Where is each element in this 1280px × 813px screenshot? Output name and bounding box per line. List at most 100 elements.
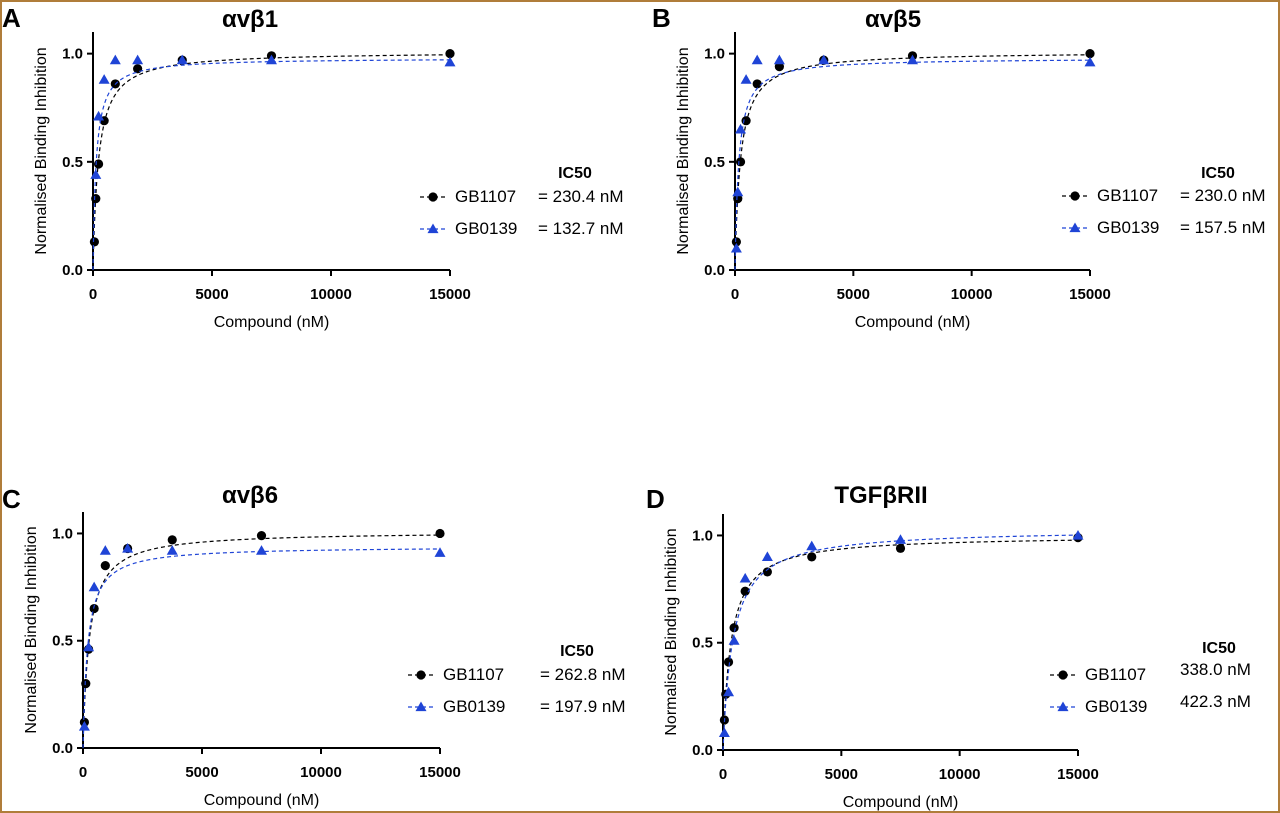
panel-a-series-gb1107-point [445,49,455,59]
panel-a-series-gb1107-point [133,64,143,74]
panel-d-series-gb0139-point [761,551,773,562]
panel-d-series-gb0139-point [1072,529,1084,540]
panel-a-series-gb0139-point [176,54,188,65]
panel-a-legend-marker-gb0139 [427,223,439,234]
panel-c-series-gb0139-point [122,542,134,553]
panel-c-series-gb0139-fit-curve [82,548,441,748]
panel-a-series-gb0139-point [90,169,102,179]
panel-c-y-tick-label: 0.0 [52,740,73,757]
panel-c-series-gb0139-point [78,721,90,731]
panel-c-series-gb0139-point [256,545,267,555]
panel-c-x-tick-label: 5000 [185,764,218,781]
panel-d-series-gb0139-point [806,540,818,551]
panel-b-x-tick-label: 15000 [1069,286,1111,303]
panel-b-series-gb1107-point [731,237,741,247]
panel-c-legend-ic50-gb1107: = 262.8 nM [540,665,626,684]
panel-b-legend-marker-gb0139 [1069,222,1081,233]
panel-a-series-gb0139-point [93,110,105,121]
panel-b-series-gb1107-fit-curve [734,54,1091,270]
panel-d-legend-ic50-gb0139: 422.3 nM [1180,692,1251,711]
panel-b-y-axis-label: Normalised Binding Inhibition [675,47,692,254]
panel-b-y-tick-label: 0.5 [704,154,725,171]
panel-d-y-tick-label: 1.0 [692,527,713,544]
panel-c-series-gb1107-point [435,528,445,539]
panel-c-series-gb1107-point [100,561,110,571]
panel-b-legend-ic50-gb0139: = 157.5 nM [1180,218,1266,237]
panel-b-legend-header: IC50 [1201,165,1235,182]
panel-d-letter: D [646,484,665,514]
panel-a-legend-label-gb0139: GB0139 [455,219,517,238]
panel-b-series-gb1107-point [733,194,743,204]
panel-d-title: TGFβRII [834,482,927,509]
panel-b-legend-marker-gb1107 [1070,191,1080,201]
panel-c-series-gb1107-point [256,531,267,541]
panel-b-series-gb1107-point [752,79,762,89]
panel-d-x-axis-label: Compound (nM) [843,794,959,811]
panel-a-y-tick-label: 1.0 [62,46,83,63]
panel-d-x-tick-label: 15000 [1057,766,1099,783]
panel-c-series-gb0139-point [88,581,100,592]
panel-c-series-gb1107-fit-curve [82,534,441,748]
panel-b-series-gb0139-point [1084,56,1096,67]
panel-b-x-axis-label: Compound (nM) [855,314,971,331]
panel-b-series-gb0139-point [732,186,744,197]
panel-d-x-tick-label: 10000 [939,766,981,783]
panel-a-y-tick-label: 0.0 [62,262,83,279]
panel-a-y-axis-label: Normalised Binding Inhibition [33,47,50,254]
panel-d-x-tick-label: 5000 [825,766,858,783]
panel-a-x-tick-label: 10000 [310,286,352,303]
panel-d-x-tick-label: 0 [719,766,727,783]
panel-a-x-tick-label: 15000 [429,286,471,303]
panel-a-x-axis-label: Compound (nM) [214,314,330,331]
panel-a-series-gb0139-point [98,74,110,84]
panel-b-series-gb0139-point [735,123,747,134]
panel-c-series-gb0139-point [83,641,95,652]
panel-a-series-gb1107-fit-curve [92,54,451,270]
panel-a-legend-ic50-gb1107: = 230.4 nM [538,187,624,206]
panel-c-x-tick-label: 10000 [300,764,342,781]
panel-a-y-tick-label: 0.5 [62,154,83,171]
panel-b-series-gb0139-point [751,54,763,65]
panel-b-series-gb1107-point [735,157,746,167]
panel-b-series-gb0139-point [773,54,785,65]
panel-d-y-axis-label: Normalised Binding Inhibition [663,528,680,735]
panel-b-series-gb0139-point [907,54,918,65]
panel-c-title: αvβ6 [222,482,278,509]
panel-d-legend-label-gb1107: GB1107 [1085,665,1146,684]
panel-b-legend-label-gb0139: GB0139 [1097,218,1159,237]
panel-c-series-gb1107-point [167,535,177,545]
panel-c-y-tick-label: 1.0 [52,525,73,542]
panel-a-series-gb0139-point [132,54,144,65]
panel-d-series-gb1107-point [895,543,906,553]
panel-a-series-gb1107-point [91,194,101,204]
panel-d-y-tick-label: 0.0 [692,742,713,759]
panel-a-series-gb1107-point [93,159,104,169]
panel-a-x-tick-label: 0 [89,286,97,303]
panel-c-series-gb0139-point [99,545,111,555]
panel-d-legend-marker-gb1107 [1058,670,1068,680]
panel-d-series-gb0139-point [895,534,906,544]
panel-d-series-gb0139-point [723,686,735,697]
panel-b-letter: B [652,3,671,33]
panel-a-series-gb0139-fit-curve [92,59,451,270]
panel-d-series-gb0139-point [728,635,740,645]
panel-b-x-tick-label: 0 [731,286,739,303]
panel-c-x-axis-label: Compound (nM) [204,792,320,809]
panel-b-y-tick-label: 0.0 [704,262,725,279]
panel-b-y-tick-label: 1.0 [704,46,725,63]
panel-a-series-gb0139-point [444,56,456,67]
panel-d-series-gb1107-point [723,657,734,667]
panel-c-legend-label-gb1107: GB1107 [443,665,504,684]
panel-c-y-tick-label: 0.5 [52,633,73,650]
panel-b-series-gb0139-point [730,242,742,253]
panel-c-letter: C [2,484,21,514]
panel-b-series-gb0139-point [740,74,752,84]
panel-d-y-tick-label: 0.5 [692,635,713,652]
panel-c-legend-marker-gb0139 [415,701,427,712]
panel-b-series-gb1107-point [774,62,784,72]
panel-c-x-tick-label: 0 [79,764,87,781]
panel-b-series-gb0139-point [818,54,830,65]
panel-a-legend-label-gb1107: GB1107 [455,187,516,206]
panel-c-y-axis-label: Normalised Binding Inhibition [23,526,40,733]
